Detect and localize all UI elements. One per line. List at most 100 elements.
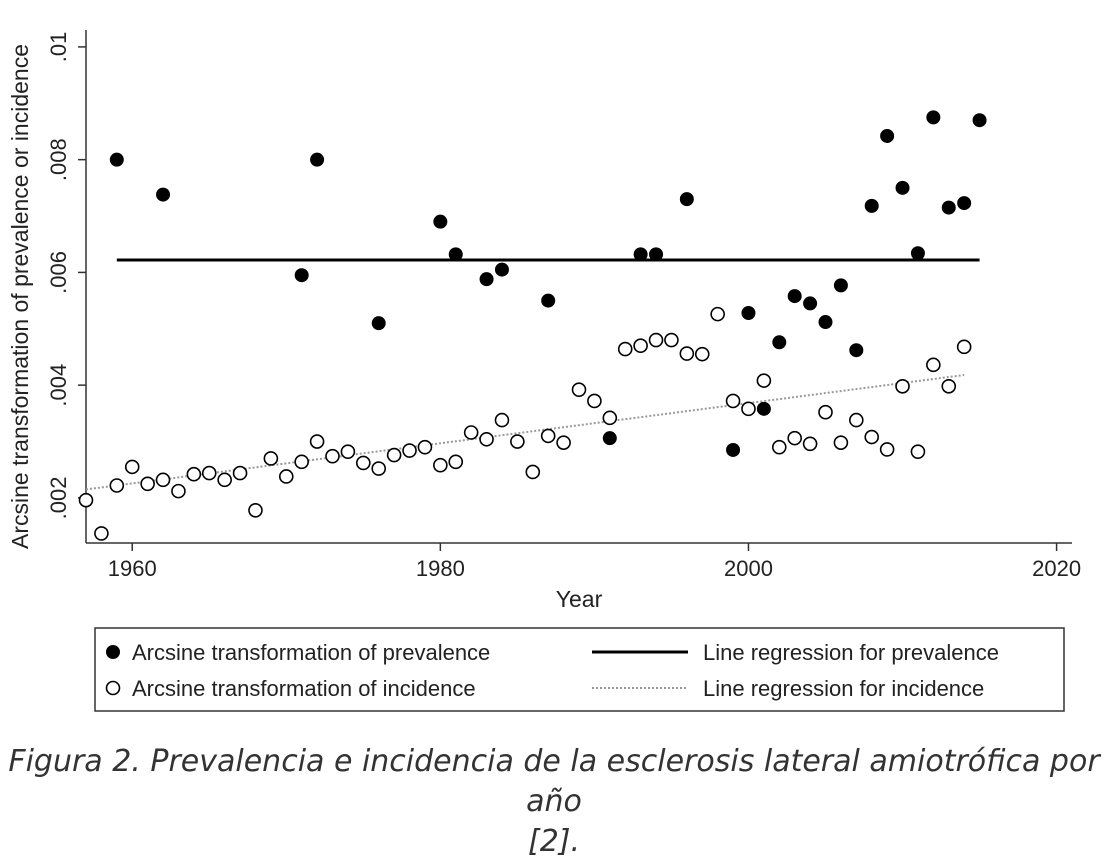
incidence-point	[309, 434, 325, 449]
incidence-point	[217, 472, 232, 488]
incidence-point	[602, 410, 618, 426]
prevalence-point	[756, 401, 771, 416]
incidence-point	[956, 339, 972, 355]
data-points	[78, 110, 987, 541]
incidence-point	[248, 503, 263, 518]
prevalence-point	[479, 272, 494, 287]
incidence-point	[325, 448, 340, 464]
x-tick-label: 1960	[108, 556, 157, 581]
prevalence-point	[649, 247, 664, 262]
legend-marker-prevalence	[106, 645, 120, 659]
incidence-point	[648, 332, 664, 348]
y-axis-label: Arcsine transformation of prevalence or …	[7, 44, 33, 549]
prevalence-point	[541, 293, 556, 308]
prevalence-point	[957, 196, 972, 211]
incidence-point	[818, 404, 833, 420]
x-axis-label: Year	[556, 586, 603, 612]
prevalence-point	[433, 214, 448, 229]
incidence-point	[864, 429, 880, 445]
incidence-point	[232, 465, 248, 481]
regression-lines	[85, 258, 980, 491]
y-tick-label: .002	[46, 476, 71, 519]
prevalence-point	[156, 187, 171, 202]
incidence-point	[171, 483, 186, 499]
incidence-point	[402, 443, 417, 458]
incidence-point	[124, 459, 140, 475]
legend-label-incidence-regression: Line regression for incidence	[703, 676, 984, 701]
incidence-point	[941, 378, 957, 394]
incidence-point	[910, 444, 926, 459]
incidence-point	[417, 439, 433, 455]
incidence-point	[787, 430, 802, 446]
prevalence-point	[910, 246, 925, 261]
legend-box	[94, 627, 1065, 712]
prevalence-point	[679, 192, 694, 207]
incidence-point	[140, 476, 155, 492]
incidence-point	[201, 465, 217, 481]
scatter-chart: 1960 1980 2000 2020 .002 .004 .006 .008 .01 Year A…	[7, 30, 1081, 712]
figure-caption: Figura 2. Prevalencia e incidencia de la…	[0, 742, 1108, 862]
incidence-point	[109, 478, 125, 493]
incidence-point	[926, 357, 941, 373]
prevalence-point	[494, 262, 509, 277]
incidence-point	[433, 457, 448, 473]
legend-label-prevalence: Arcsine transformation of prevalence	[132, 640, 490, 665]
incidence-point	[463, 425, 479, 440]
prevalence-point	[818, 315, 833, 330]
prevalence-point	[787, 289, 802, 304]
incidence-point	[895, 378, 910, 394]
incidence-point	[556, 435, 571, 450]
y-tick-label: .01	[46, 32, 71, 63]
incidence-regression-line	[85, 374, 965, 491]
incidence-point	[741, 401, 756, 417]
incidence-point	[802, 436, 818, 452]
prevalence-point	[803, 296, 818, 311]
prevalence-point	[972, 113, 987, 128]
prevalence-point	[633, 247, 648, 262]
legend: Arcsine transformation of prevalence Line…	[94, 627, 1065, 712]
prevalence-point	[602, 431, 617, 446]
prevalence-point	[371, 316, 386, 331]
x-tick-label: 2000	[724, 556, 773, 581]
incidence-point	[479, 431, 494, 447]
incidence-point	[849, 412, 864, 428]
incidence-point	[617, 341, 633, 357]
incidence-point	[186, 466, 202, 482]
prevalence-point	[926, 110, 941, 125]
x-tick-label: 2020	[1032, 556, 1081, 581]
prevalence-point	[864, 198, 879, 213]
incidence-point	[771, 439, 787, 455]
prevalence-point	[941, 200, 956, 215]
y-tick-label: .008	[46, 138, 71, 181]
prevalence-point	[294, 268, 309, 283]
incidence-point	[94, 526, 109, 541]
incidence-point	[263, 451, 279, 466]
incidence-point	[510, 434, 525, 449]
incidence-point	[340, 444, 356, 459]
incidence-point	[694, 346, 710, 362]
caption-line-2: [2].	[527, 824, 581, 859]
legend-marker-incidence	[105, 680, 121, 696]
y-tick-label: .006	[46, 251, 71, 294]
prevalence-point	[833, 278, 848, 293]
incidence-point	[833, 435, 849, 450]
incidence-point	[78, 492, 94, 508]
axes: 1960 1980 2000 2020 .002 .004 .006 .008 .01 Year A…	[7, 30, 1081, 612]
incidence-point	[525, 464, 541, 480]
incidence-point	[633, 338, 648, 353]
incidence-point	[386, 447, 402, 463]
incidence-point	[371, 461, 387, 476]
prevalence-point	[895, 180, 910, 195]
prevalence-point	[109, 152, 124, 167]
incidence-point	[294, 454, 309, 470]
incidence-point	[879, 442, 895, 457]
incidence-point	[587, 393, 602, 409]
prevalence-point	[772, 335, 787, 350]
incidence-point	[725, 393, 741, 409]
incidence-point	[756, 373, 772, 388]
incidence-point	[448, 454, 464, 470]
prevalence-point	[880, 128, 895, 143]
incidence-point	[155, 472, 171, 488]
incidence-point	[679, 346, 695, 361]
prevalence-point	[726, 442, 741, 457]
